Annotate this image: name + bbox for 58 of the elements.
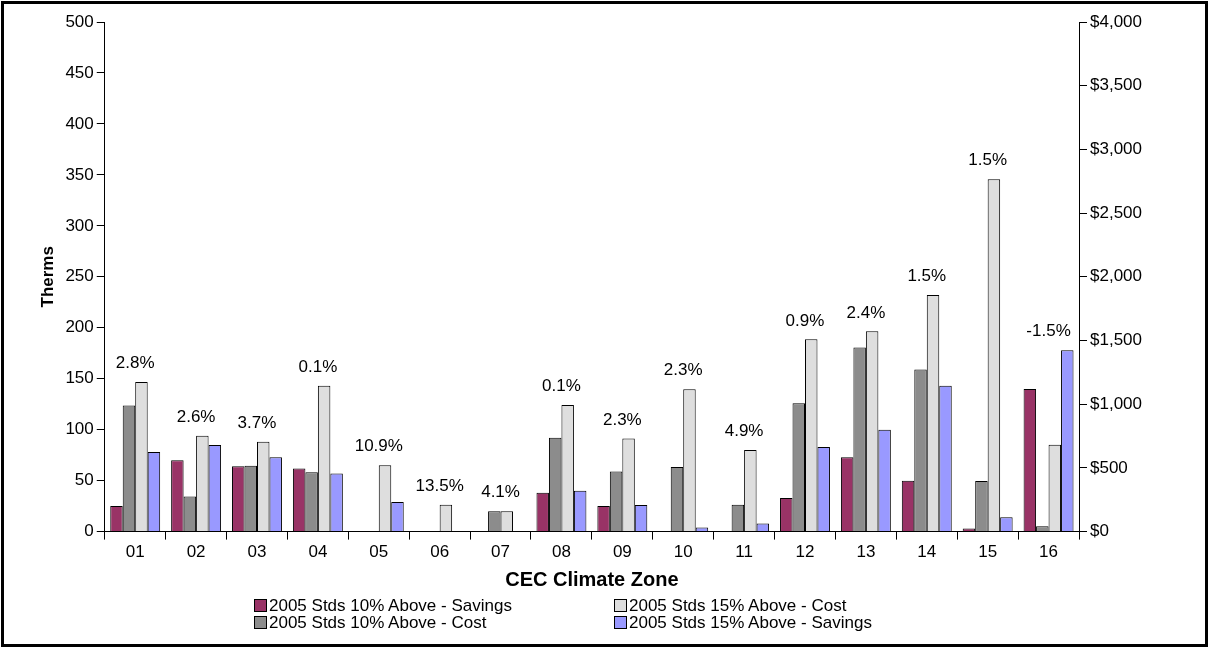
legend-label: 2005 Stds 15% Above - Savings (629, 613, 872, 632)
y2-tick-label: $3,000 (1090, 139, 1142, 159)
annotation: 3.7% (237, 412, 277, 432)
annotation: 0.9% (785, 310, 825, 330)
x-axis-title: CEC Climate Zone (505, 567, 679, 590)
x-tick-label: 12 (795, 542, 815, 562)
x-tick-label: 09 (612, 542, 632, 562)
annotation: -1.5% (1026, 321, 1071, 341)
x-tick-label: 08 (551, 542, 571, 562)
x-tick-label: 01 (125, 542, 145, 562)
y-axis-title: Therms (37, 246, 57, 308)
y-tick-label: 250 (65, 266, 94, 286)
legend-label: 2005 Stds 10% Above - Cost (269, 613, 487, 632)
y-tick-label: 500 (65, 11, 94, 31)
x-tick-label: 14 (917, 542, 937, 562)
y-tick-label: 100 (65, 419, 94, 439)
y-tick-label: 0 (84, 521, 94, 541)
legend-label: 2005 Stds 15% Above - Cost (629, 596, 847, 615)
x-tick-label: 03 (247, 542, 267, 562)
y-tick-label: 400 (65, 113, 94, 133)
annotation: 0.1% (542, 376, 581, 396)
y2-tick-label: $500 (1090, 457, 1128, 477)
annotation: 13.5% (415, 476, 464, 496)
annotation: 2.4% (846, 302, 886, 322)
x-tick-label: 16 (1039, 542, 1059, 562)
annotation: 0.1% (298, 356, 338, 376)
y-tick-label: 450 (65, 62, 94, 82)
annotation: 4.1% (481, 482, 520, 502)
y2-tick-label: $0 (1090, 521, 1109, 541)
x-tick-label: 06 (430, 542, 450, 562)
y2-tick-label: $3,500 (1090, 75, 1142, 95)
x-tick-label: 05 (369, 542, 389, 562)
annotation: 1.5% (907, 266, 947, 286)
y-tick-label: 50 (74, 470, 94, 490)
y2-tick-label: $2,500 (1090, 202, 1142, 222)
annotation: 2.8% (115, 353, 155, 373)
y2-tick-label: $1,500 (1090, 330, 1142, 350)
x-tick-label: 02 (186, 542, 206, 562)
x-tick-label: 04 (308, 542, 328, 562)
x-tick-label: 11 (735, 542, 753, 562)
annotation: 10.9% (354, 436, 403, 456)
x-tick-label: 07 (491, 542, 511, 562)
annotation: 4.9% (724, 421, 764, 441)
annotation: 2.3% (663, 360, 703, 380)
legend-label: 2005 Stds 10% Above - Savings (269, 596, 512, 615)
annotation: 2.3% (602, 409, 642, 429)
y2-tick-label: $4,000 (1090, 11, 1142, 31)
y2-tick-label: $2,000 (1090, 266, 1142, 286)
y-tick-label: 300 (65, 215, 94, 235)
x-tick-label: 15 (978, 542, 998, 562)
annotation: 2.6% (176, 406, 216, 426)
y2-tick-label: $1,000 (1090, 393, 1142, 413)
x-tick-label: 10 (673, 542, 693, 562)
x-tick-label: 13 (856, 542, 876, 562)
y-tick-label: 200 (65, 317, 94, 337)
y-tick-label: 350 (65, 164, 94, 184)
annotation: 1.5% (968, 150, 1008, 170)
y-tick-label: 150 (65, 368, 94, 388)
